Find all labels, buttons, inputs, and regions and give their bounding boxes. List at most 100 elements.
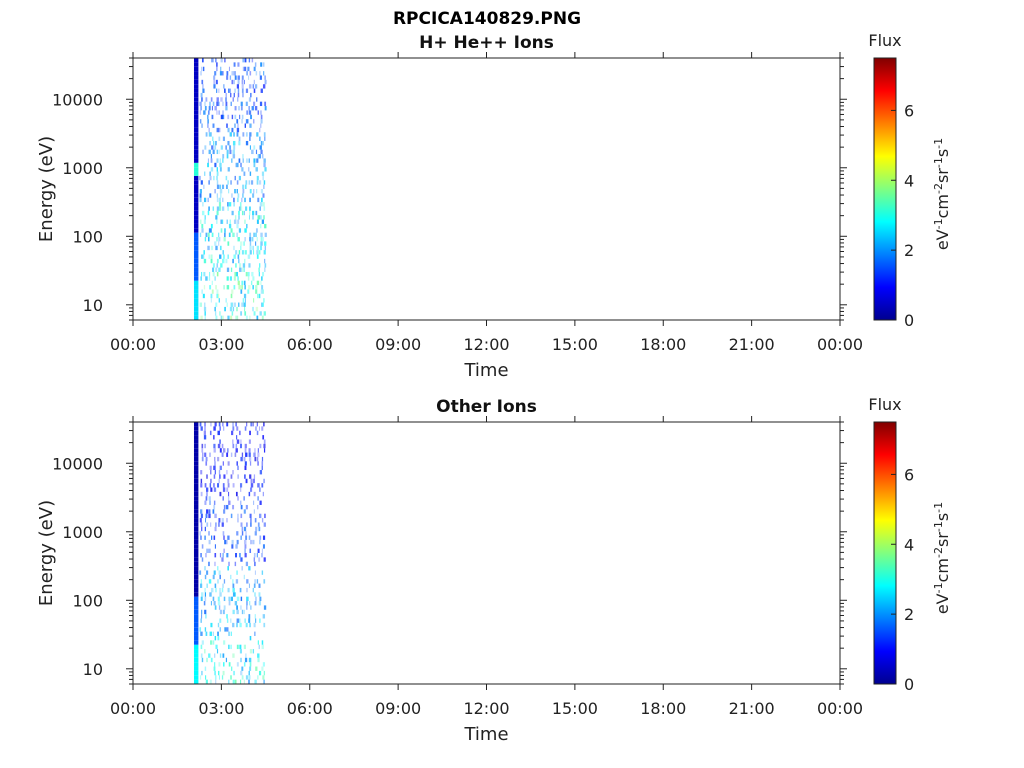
sparse-cell	[226, 553, 229, 558]
sparse-cell	[259, 539, 261, 545]
sparse-cell	[211, 289, 214, 294]
sparse-cell	[259, 618, 261, 623]
colorbar-title: Flux	[868, 395, 901, 414]
sparse-cell	[249, 513, 252, 519]
sparse-cell	[262, 302, 264, 307]
sparse-cell	[222, 197, 224, 203]
sparse-cell	[213, 426, 216, 431]
sparse-cell	[233, 245, 235, 251]
dense-cell	[193, 241, 199, 246]
y-tick-label: 100	[72, 591, 103, 610]
sparse-cell	[223, 426, 225, 431]
sparse-cell	[239, 587, 242, 593]
sparse-cell	[219, 162, 222, 168]
sparse-cell	[205, 132, 208, 137]
sparse-cell	[210, 167, 214, 172]
sparse-cell	[215, 679, 217, 684]
sparse-cell	[210, 487, 213, 492]
sparse-cell	[200, 644, 203, 650]
sparse-cell	[240, 670, 243, 676]
sparse-cell	[262, 215, 265, 220]
sparse-cell	[206, 583, 208, 588]
sparse-cell	[214, 513, 217, 519]
sparse-cell	[223, 504, 226, 510]
sparse-cell	[228, 596, 231, 602]
sparse-cell	[242, 154, 244, 159]
sparse-cell	[211, 58, 214, 63]
sparse-cell	[244, 553, 247, 558]
sparse-cell	[252, 649, 255, 654]
sparse-cell	[210, 657, 213, 663]
sparse-cell	[230, 513, 233, 519]
sparse-cell	[219, 609, 223, 615]
sparse-cell	[259, 110, 262, 115]
sparse-cell	[258, 250, 261, 255]
sparse-cell	[260, 241, 263, 246]
sparse-cell	[203, 254, 205, 259]
sparse-cell	[256, 315, 259, 320]
sparse-cell	[204, 452, 207, 457]
sparse-cell	[257, 640, 259, 645]
sparse-cell	[224, 539, 227, 545]
sparse-cell	[258, 583, 261, 588]
dense-cell	[193, 478, 199, 484]
sparse-cell	[199, 101, 202, 107]
sparse-cell	[208, 106, 211, 111]
sparse-cell	[210, 228, 212, 233]
sparse-cell	[204, 422, 206, 427]
sparse-cell	[235, 544, 238, 549]
sparse-cell	[219, 627, 221, 632]
sparse-cell	[223, 448, 226, 453]
sparse-cell	[216, 193, 219, 198]
sparse-cell	[214, 306, 216, 312]
sparse-cell	[245, 271, 248, 277]
sparse-cell	[254, 84, 258, 89]
panel-title: Other Ions	[436, 397, 537, 417]
sparse-cell	[248, 263, 251, 268]
sparse-cell	[227, 496, 230, 501]
sparse-cell	[231, 289, 234, 294]
sparse-cell	[248, 583, 251, 588]
dense-cell	[193, 149, 199, 155]
sparse-cell	[261, 88, 263, 93]
sparse-cell	[226, 267, 230, 272]
sparse-cell	[205, 456, 208, 462]
sparse-cell	[262, 544, 265, 549]
sparse-cell	[212, 271, 215, 277]
sparse-cell	[210, 158, 213, 163]
sparse-cell	[245, 622, 248, 628]
sparse-cell	[231, 666, 233, 671]
dense-cell	[193, 622, 199, 628]
x-tick-label: 00:00	[817, 335, 863, 354]
sparse-cell	[214, 422, 217, 427]
sparse-cell	[218, 570, 221, 575]
sparse-cell	[213, 448, 216, 453]
sparse-cell	[232, 306, 235, 312]
sparse-cell	[235, 553, 238, 558]
sparse-cell	[226, 123, 228, 128]
x-tick-label: 00:00	[817, 699, 863, 718]
sparse-cell	[228, 601, 231, 606]
sparse-cell	[211, 535, 213, 540]
sparse-cell	[218, 470, 221, 475]
sparse-cell	[264, 101, 267, 107]
sparse-cell	[264, 79, 267, 85]
sparse-cell	[250, 522, 252, 527]
sparse-cell	[204, 426, 206, 431]
sparse-cell	[213, 570, 216, 575]
sparse-cell	[251, 58, 254, 63]
dense-cell	[193, 315, 199, 320]
sparse-cell	[260, 245, 262, 251]
dense-cell	[193, 280, 199, 286]
colorbar-tick-label: 2	[904, 605, 914, 624]
sparse-cell	[210, 132, 212, 137]
sparse-cell	[240, 439, 242, 444]
sparse-cell	[210, 293, 213, 299]
sparse-cell	[261, 518, 264, 523]
dense-cell	[193, 114, 199, 120]
sparse-cell	[214, 544, 216, 549]
sparse-cell	[251, 306, 255, 312]
sparse-cell	[233, 285, 236, 290]
sparse-cell	[223, 509, 226, 514]
sparse-cell	[256, 280, 260, 286]
